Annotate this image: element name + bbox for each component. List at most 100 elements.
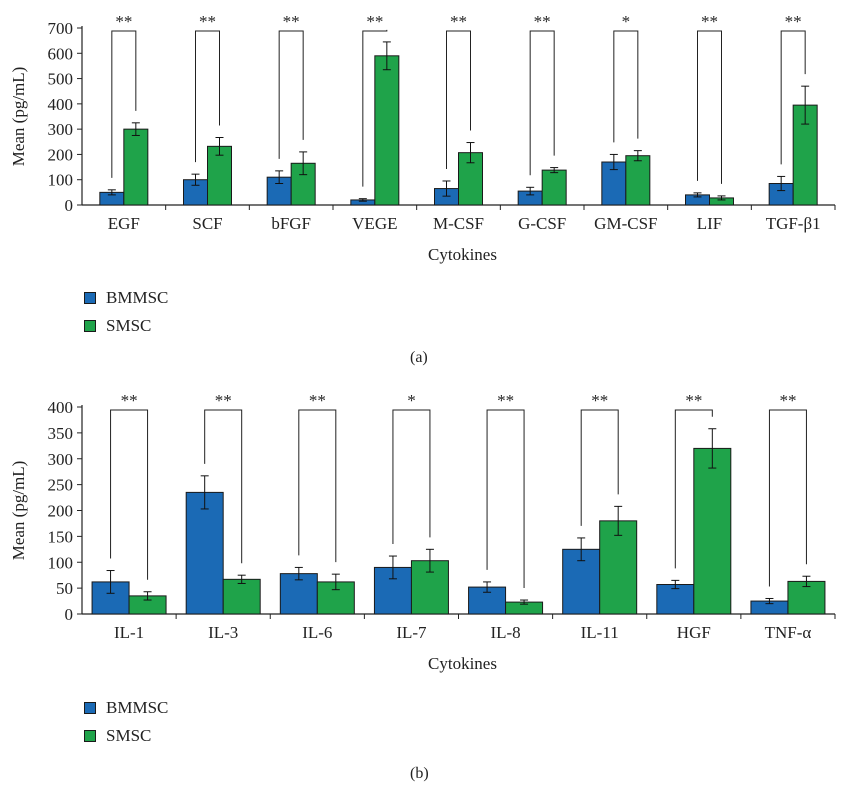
significance-bracket bbox=[110, 409, 149, 580]
y-tick-label: 700 bbox=[48, 19, 74, 38]
significance-label: ** bbox=[283, 12, 300, 31]
significance-label: ** bbox=[366, 12, 383, 31]
x-tick-label: TGF-β1 bbox=[766, 214, 821, 233]
legend-item-bmmsc: BMMSC bbox=[84, 694, 168, 722]
x-tick-label: GM-CSF bbox=[594, 214, 657, 233]
bar-smsc bbox=[541, 169, 567, 206]
y-tick-label: 150 bbox=[48, 527, 74, 546]
bar-smsc bbox=[316, 581, 355, 615]
significance-bracket bbox=[580, 409, 619, 526]
significance-label: ** bbox=[785, 12, 802, 31]
x-tick-label: EGF bbox=[108, 214, 140, 233]
x-tick-label: HGF bbox=[677, 623, 711, 642]
significance-label: ** bbox=[450, 12, 467, 31]
panel-label-b: (b) bbox=[410, 765, 429, 782]
y-tick-label: 0 bbox=[65, 605, 74, 624]
y-tick-label: 250 bbox=[48, 476, 74, 495]
bar-smsc bbox=[693, 447, 732, 615]
y-tick-label: 400 bbox=[48, 95, 74, 114]
y-tick-label: 200 bbox=[48, 145, 74, 164]
significance-bracket bbox=[362, 29, 388, 187]
significance-label: ** bbox=[309, 391, 326, 410]
x-axis-title: Cytokines bbox=[428, 654, 497, 673]
legend-swatch-smsc bbox=[84, 320, 96, 332]
bar-bmmsc bbox=[601, 161, 627, 206]
bar-smsc bbox=[207, 145, 232, 206]
legend-item-smsc: SMSC bbox=[84, 722, 168, 750]
y-tick-label: 100 bbox=[48, 171, 74, 190]
significance-label: ** bbox=[115, 12, 132, 31]
significance-label: ** bbox=[497, 391, 514, 410]
bar-bmmsc bbox=[656, 584, 695, 615]
legend-label-bmmsc: BMMSC bbox=[106, 698, 169, 717]
legend-b: BMMSC SMSC bbox=[84, 694, 168, 750]
significance-label: * bbox=[407, 391, 416, 410]
y-tick-label: 600 bbox=[48, 44, 74, 63]
legend-a: BMMSC SMSC bbox=[84, 284, 168, 340]
significance-bracket bbox=[111, 30, 137, 178]
y-tick-label: 200 bbox=[48, 502, 74, 521]
y-tick-label: 50 bbox=[56, 579, 73, 598]
x-tick-label: IL-11 bbox=[581, 623, 619, 642]
legend-item-bmmsc: BMMSC bbox=[84, 284, 168, 312]
x-tick-label: bFGF bbox=[271, 214, 311, 233]
panel-label-a: (a) bbox=[410, 349, 428, 366]
bar-smsc bbox=[222, 578, 261, 615]
significance-bracket bbox=[768, 409, 807, 587]
y-tick-label: 300 bbox=[48, 120, 74, 139]
significance-bracket bbox=[697, 30, 722, 184]
bar-smsc bbox=[123, 128, 149, 206]
x-axis-title: Cytokines bbox=[428, 245, 497, 264]
significance-bracket bbox=[195, 30, 220, 163]
significance-bracket bbox=[204, 409, 243, 564]
significance-bracket bbox=[446, 30, 471, 169]
x-tick-label: IL-1 bbox=[114, 623, 144, 642]
x-tick-label: LIF bbox=[697, 214, 723, 233]
y-tick-label: 500 bbox=[48, 70, 74, 89]
significance-label: ** bbox=[534, 12, 551, 31]
significance-label: ** bbox=[591, 391, 608, 410]
x-tick-label: TNF-α bbox=[765, 623, 812, 642]
legend-item-smsc: SMSC bbox=[84, 312, 168, 340]
legend-swatch-smsc bbox=[84, 730, 96, 742]
bar-smsc bbox=[625, 155, 651, 206]
bar-smsc bbox=[374, 55, 400, 206]
y-axis-title: Mean (pg/mL) bbox=[9, 67, 28, 167]
significance-bracket bbox=[486, 409, 525, 589]
significance-bracket bbox=[613, 30, 639, 143]
significance-bracket bbox=[780, 30, 806, 165]
x-tick-label: IL-3 bbox=[208, 623, 238, 642]
significance-bracket bbox=[392, 409, 431, 545]
bar-bmmsc bbox=[185, 491, 224, 615]
significance-bracket bbox=[529, 30, 555, 176]
x-tick-label: IL-6 bbox=[302, 623, 332, 642]
significance-label: ** bbox=[685, 391, 702, 410]
x-tick-label: SCF bbox=[192, 214, 222, 233]
legend-swatch-bmmsc bbox=[84, 292, 96, 304]
y-tick-label: 350 bbox=[48, 424, 74, 443]
significance-label: ** bbox=[215, 391, 232, 410]
x-tick-label: IL-7 bbox=[396, 623, 427, 642]
significance-bracket bbox=[298, 409, 337, 563]
y-tick-label: 400 bbox=[48, 398, 74, 417]
significance-label: ** bbox=[701, 12, 718, 31]
y-axis-title: Mean (pg/mL) bbox=[9, 461, 28, 561]
x-tick-label: G-CSF bbox=[518, 214, 566, 233]
legend-label-smsc: SMSC bbox=[106, 726, 152, 745]
y-tick-label: 300 bbox=[48, 450, 74, 469]
x-tick-label: IL-8 bbox=[490, 623, 520, 642]
significance-label: ** bbox=[779, 391, 796, 410]
legend-label-smsc: SMSC bbox=[106, 316, 152, 335]
significance-label: * bbox=[622, 12, 631, 31]
legend-label-bmmsc: BMMSC bbox=[106, 288, 169, 307]
significance-bracket bbox=[674, 409, 713, 569]
y-tick-label: 100 bbox=[48, 553, 74, 572]
significance-label: ** bbox=[121, 391, 138, 410]
y-tick-label: 0 bbox=[65, 196, 74, 215]
x-tick-label: VEGE bbox=[352, 214, 397, 233]
significance-label: ** bbox=[199, 12, 216, 31]
legend-swatch-bmmsc bbox=[84, 702, 96, 714]
x-tick-label: M-CSF bbox=[433, 214, 484, 233]
